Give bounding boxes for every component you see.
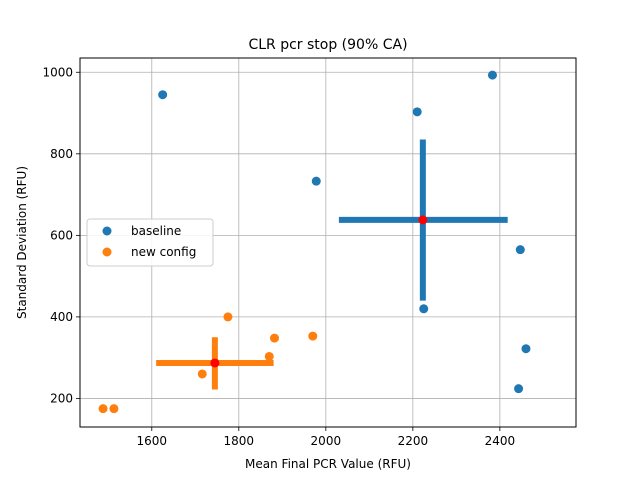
legend: baseline new config <box>86 218 214 267</box>
y-tick-label: 1000 <box>42 65 73 79</box>
y-tick-label: 200 <box>50 391 73 405</box>
data-point <box>412 107 422 117</box>
data-point <box>264 351 274 361</box>
data-point <box>515 245 525 255</box>
data-point <box>223 312 233 322</box>
x-tick-label: 2400 <box>485 434 516 448</box>
data-point <box>158 90 168 100</box>
legend-label: baseline <box>131 224 181 238</box>
legend-marker <box>102 226 112 236</box>
data-point <box>419 304 429 314</box>
data-point <box>311 176 321 186</box>
y-tick-label: 800 <box>50 147 73 161</box>
x-tick-label: 1600 <box>137 434 168 448</box>
y-axis-label: Standard Deviation (RFU) <box>15 166 29 319</box>
x-tick-label: 1800 <box>224 434 255 448</box>
ticks: 1600 1800 2000 2200 2400 200 400 600 800 1000 <box>42 65 515 448</box>
legend-box <box>86 218 214 267</box>
y-tick-label: 600 <box>50 228 73 242</box>
data-point <box>308 331 318 341</box>
data-point <box>521 344 531 354</box>
mean-marker <box>418 215 428 225</box>
mean-markers <box>210 215 428 368</box>
y-tick-label: 400 <box>50 310 73 324</box>
data-point <box>109 404 119 414</box>
axes-frame <box>79 57 577 428</box>
data-point <box>514 384 524 394</box>
x-tick-label: 2200 <box>398 434 429 448</box>
data-points <box>98 70 531 414</box>
x-axis-label: Mean Final PCR Value (RFU) <box>245 457 411 471</box>
mean-marker <box>210 358 220 368</box>
legend-marker <box>102 247 112 257</box>
chart-title: CLR pcr stop (90% CA) <box>248 37 407 53</box>
data-point <box>197 369 207 379</box>
data-point <box>269 333 279 343</box>
data-point <box>98 404 108 414</box>
x-tick-label: 2000 <box>311 434 342 448</box>
legend-label: new config <box>131 245 196 259</box>
data-point <box>487 70 497 80</box>
